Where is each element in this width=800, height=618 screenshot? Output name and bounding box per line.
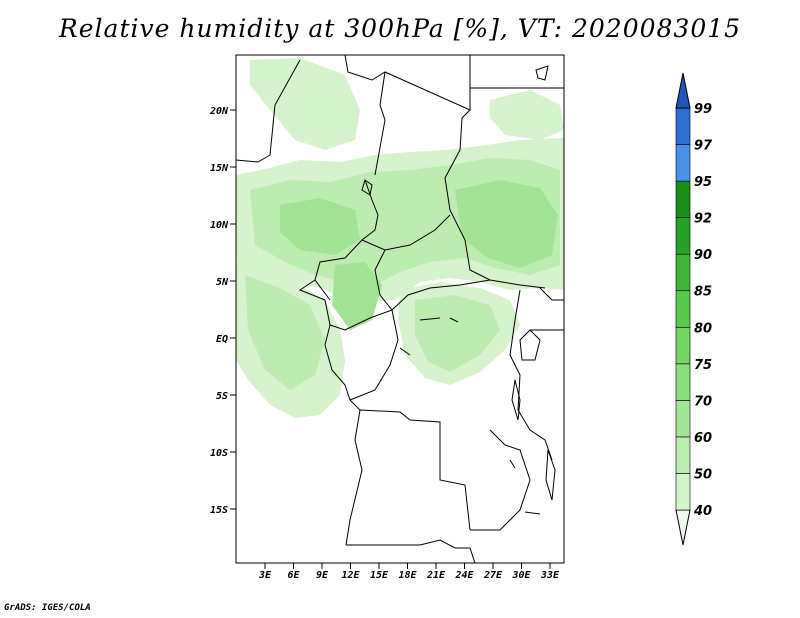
colorbar-label: 70 (694, 394, 712, 409)
colorbar-bin (675, 400, 691, 438)
colorbar-bin (675, 144, 691, 182)
lon-label: 15E (370, 570, 389, 581)
lon-label: 24E (454, 570, 474, 581)
lat-label: EQ (216, 334, 228, 345)
lon-label: 18E (398, 570, 417, 581)
figure-title: Relative humidity at 300hPa [%], VT: 202… (58, 14, 742, 43)
lat-label: 15N (210, 163, 229, 174)
country-borders (236, 55, 564, 563)
colorbar-label: 75 (694, 358, 712, 373)
lon-label: 30E (511, 570, 531, 581)
colorbar: 40 50 60 70 75 80 85 90 92 95 97 99 (675, 72, 713, 546)
credit-text: GrADS: IGES/COLA (4, 603, 91, 613)
colorbar-bin (675, 217, 691, 255)
humidity-region-chad (455, 180, 558, 268)
longitude-axis: 3E 6E 9E 12E 15E 18E 21E 24E 27E 30E 33E (258, 563, 560, 581)
border-line (345, 399, 363, 546)
border-line (384, 55, 471, 111)
colorbar-label: 60 (694, 431, 712, 446)
colorbar-bin (675, 473, 691, 511)
lon-label: 27E (483, 570, 503, 581)
lon-label: 9E (316, 570, 329, 581)
colorbar-label: 40 (693, 504, 712, 519)
colorbar-bin (675, 253, 691, 292)
border-line (359, 409, 471, 531)
humidity-region-northeast (490, 90, 564, 140)
lake-outline (535, 65, 549, 81)
border-line (509, 289, 553, 461)
humidity-region-cameroon (332, 262, 382, 330)
border-line (349, 309, 399, 401)
colorbar-label: 97 (694, 139, 713, 154)
colorbar-label: 50 (694, 467, 712, 482)
lat-label: 10N (210, 220, 229, 231)
colorbar-bin (675, 326, 691, 365)
lake-outline (545, 449, 556, 501)
border-line (444, 109, 546, 289)
border-line (361, 214, 451, 251)
lon-label: 33E (540, 570, 560, 581)
colorbar-bin (675, 363, 691, 401)
colorbar-label: 92 (694, 212, 712, 227)
lake-outline (519, 329, 541, 361)
colorbar-lower-extension (675, 509, 691, 546)
colorbar-bin (675, 290, 691, 328)
colorbar-label: 85 (694, 285, 712, 300)
lon-label: 3E (258, 570, 272, 581)
border-line (324, 324, 351, 401)
colorbar-label: 90 (694, 248, 712, 263)
colorbar-bin (675, 180, 691, 218)
colorbar-bin (675, 436, 691, 474)
humidity-region-nigeria (280, 198, 360, 255)
lat-label: 5N (216, 277, 229, 288)
lat-label: 20N (209, 106, 229, 117)
border-line (539, 287, 564, 301)
humidity-region-congo-core (415, 295, 500, 372)
lat-label: 10S (210, 448, 228, 459)
lake-outline (511, 379, 521, 421)
border-line (346, 539, 476, 563)
coast-fragment (399, 317, 459, 356)
colorbar-upper-extension (675, 72, 691, 109)
lon-label: 6E (287, 570, 300, 581)
lon-label: 21E (426, 570, 446, 581)
lon-label: 12E (341, 570, 360, 581)
lat-label: 5S (216, 391, 228, 402)
coast-fragment (509, 459, 541, 515)
colorbar-label: 95 (694, 175, 712, 190)
lat-label: 15S (210, 505, 228, 516)
border-line (236, 59, 301, 163)
colorbar-label: 80 (694, 321, 712, 336)
border-line (374, 249, 491, 311)
humidity-region-north (250, 58, 360, 150)
latitude-axis: 20N 15N 10N 5N EQ 5S 10S 15S (209, 106, 236, 516)
border-line (470, 429, 531, 531)
lake-outline (361, 179, 373, 196)
colorbar-label: 99 (694, 102, 712, 117)
humidity-field (236, 58, 564, 418)
humidity-region-gulf (245, 275, 325, 390)
colorbar-bin (675, 107, 691, 145)
map-frame (235, 54, 565, 564)
